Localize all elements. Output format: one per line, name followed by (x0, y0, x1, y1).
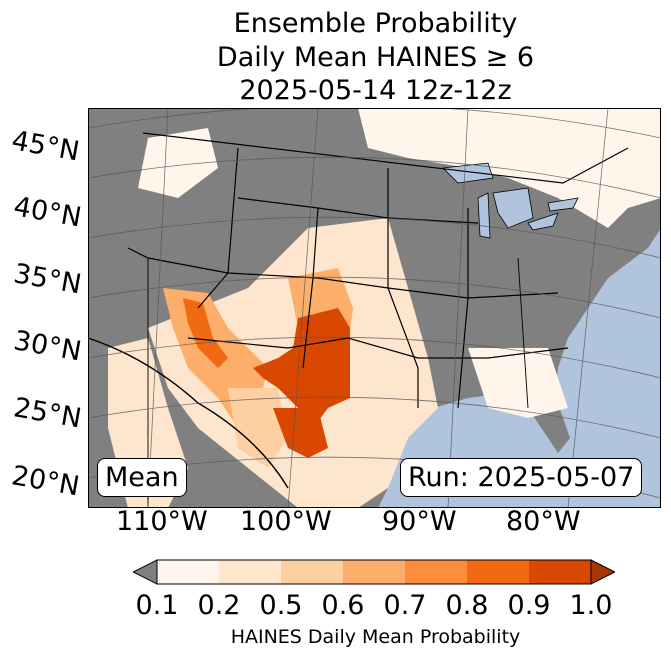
colorbar-bin-4 (343, 560, 405, 584)
lon-label-80w: 80°W (506, 506, 581, 537)
lat-label-20n: 20°N (9, 460, 82, 503)
colorbar-tick-0-8: 0.8 (445, 590, 489, 621)
lon-label-90w: 90°W (382, 506, 457, 537)
title-line-3: 2025-05-14 12z-12z (239, 75, 512, 106)
colorbar (133, 559, 615, 585)
colorbar-bin-1 (157, 560, 219, 584)
state-borders (88, 132, 629, 508)
colorbar-bin-7 (529, 560, 591, 584)
lat-label-25n: 25°N (11, 392, 84, 435)
colorbar-bin-5 (405, 560, 467, 584)
colorbar-tick-0-6: 0.6 (321, 590, 365, 621)
colorbar-over-triangle (590, 559, 615, 585)
map-panel (88, 108, 661, 508)
lat-label-40n: 40°N (11, 191, 84, 234)
great-lakes (442, 162, 579, 239)
run-date-box: Run: 2025-05-07 (400, 458, 643, 498)
colorbar-tick-0-5: 0.5 (259, 590, 303, 621)
lat-label-45n: 45°N (9, 125, 82, 168)
title-line-2: Daily Mean HAINES ≥ 6 (216, 42, 535, 73)
lon-label-100w: 100°W (240, 506, 332, 537)
title-line-1: Ensemble Probability (233, 8, 518, 39)
colorbar-under-triangle (133, 559, 158, 585)
colorbar-tick-1-0: 1.0 (569, 590, 613, 621)
lat-label-30n: 30°N (11, 325, 84, 368)
mean-label-box: Mean (97, 458, 187, 498)
lon-label-110w: 110°W (116, 506, 208, 537)
colorbar-tick-0-7: 0.7 (383, 590, 427, 621)
colorbar-bin-3 (281, 560, 343, 584)
colorbar-tick-0-1: 0.1 (135, 590, 179, 621)
colorbar-label: HAINES Daily Mean Probability (230, 626, 521, 648)
colorbar-bin-2 (219, 560, 281, 584)
colorbar-tick-0-2: 0.2 (197, 590, 241, 621)
colorbar-bin-6 (467, 560, 529, 584)
colorbar-tick-0-9: 0.9 (507, 590, 551, 621)
lat-label-35n: 35°N (11, 258, 84, 301)
